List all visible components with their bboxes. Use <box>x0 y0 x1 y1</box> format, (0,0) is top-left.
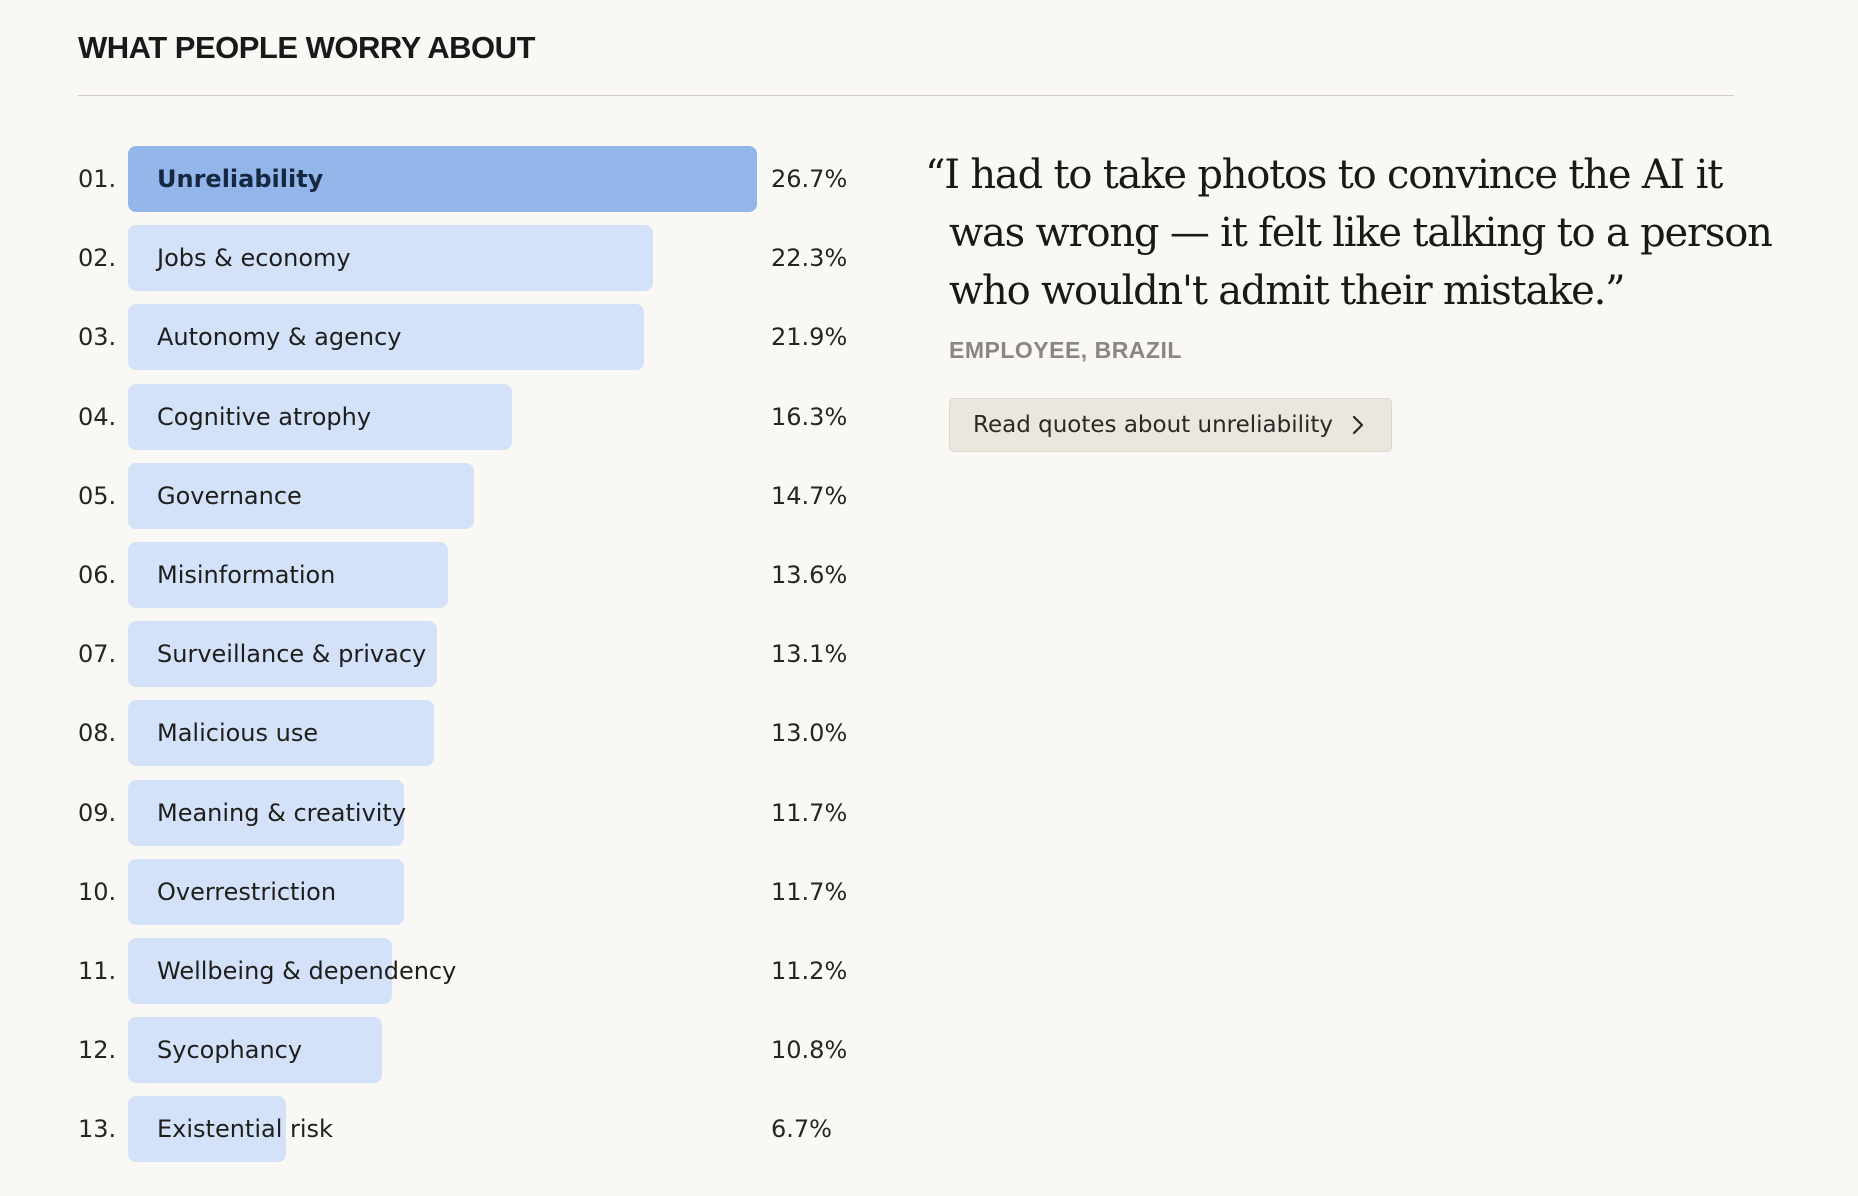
bar[interactable] <box>128 304 644 371</box>
rank-label: 13. <box>78 1115 117 1144</box>
value-label: 13.0% <box>771 719 848 748</box>
category-label: Wellbeing & dependency <box>157 957 457 985</box>
bar[interactable] <box>128 542 449 608</box>
bar[interactable] <box>128 858 404 925</box>
chart-row[interactable]: 06. Misinformation 13.6% <box>78 542 878 608</box>
value-label: 21.9% <box>771 323 848 352</box>
chart-row[interactable]: 01. Unreliability 26.7% <box>78 146 878 212</box>
category-label: Jobs & economy <box>157 244 351 273</box>
bar[interactable] <box>128 700 435 767</box>
rank-label: 01. <box>78 165 117 193</box>
rank-label: 12. <box>78 1036 117 1065</box>
category-label: Surveillance & privacy <box>157 640 427 669</box>
value-label: 13.6% <box>771 561 848 589</box>
featured-quote: “I had to take photos to convince the AI… <box>925 146 1773 320</box>
bar[interactable] <box>128 146 757 212</box>
value-label: 26.7% <box>771 165 848 193</box>
rank-label: 03. <box>78 323 117 352</box>
category-label: Autonomy & agency <box>157 323 402 352</box>
rank-label: 11. <box>78 957 117 985</box>
category-label: Unreliability <box>157 165 324 193</box>
section-title: WHAT PEOPLE WORRY ABOUT <box>78 30 535 65</box>
bar[interactable] <box>128 621 437 688</box>
chart-row[interactable]: 08. Malicious use 13.0% <box>78 700 878 767</box>
rank-label: 10. <box>78 877 117 906</box>
value-label: 16.3% <box>771 402 848 431</box>
quote-line: who wouldn't admit their mistake.” <box>949 268 1626 314</box>
worry-bar-chart: 01. Unreliability 26.7% 02. Jobs & economy 22… <box>78 146 878 1166</box>
value-label: 13.1% <box>771 640 848 669</box>
value-label: 11.2% <box>771 957 848 985</box>
bar[interactable] <box>128 225 654 292</box>
rank-label: 05. <box>78 481 117 510</box>
category-label: Cognitive atrophy <box>157 402 372 431</box>
value-label: 11.7% <box>771 877 848 906</box>
quote-line: was wrong — it felt like talking to a pe… <box>949 210 1773 256</box>
bar[interactable] <box>128 1096 286 1163</box>
chevron-right-icon <box>1352 415 1364 435</box>
chart-row[interactable]: 11. Wellbeing & dependency 11.2% <box>78 938 878 1004</box>
category-label: Overrestriction <box>157 877 337 906</box>
rank-label: 08. <box>78 719 117 748</box>
chart-row[interactable]: 09. Meaning & creativity 11.7% <box>78 779 878 846</box>
category-label: Governance <box>157 481 302 510</box>
category-label: Meaning & creativity <box>157 798 407 827</box>
value-label: 10.8% <box>771 1036 848 1065</box>
bar[interactable] <box>128 462 475 529</box>
chart-row[interactable]: 05. Governance 14.7% <box>78 462 878 529</box>
value-label: 6.7% <box>771 1115 832 1144</box>
bar[interactable] <box>128 383 512 450</box>
rank-label: 06. <box>78 561 117 589</box>
read-quotes-button[interactable]: Read quotes about unreliability <box>949 398 1393 452</box>
read-quotes-button-label: Read quotes about unreliability <box>973 412 1334 438</box>
chart-row[interactable]: 07. Surveillance & privacy 13.1% <box>78 621 878 688</box>
rank-label: 02. <box>78 244 117 273</box>
category-label: Malicious use <box>157 719 319 748</box>
rank-label: 04. <box>78 402 117 431</box>
value-label: 11.7% <box>771 798 848 827</box>
bar[interactable] <box>128 779 404 846</box>
chart-row[interactable]: 03. Autonomy & agency 21.9% <box>78 304 878 371</box>
value-label: 22.3% <box>771 244 848 273</box>
category-label: Existential risk <box>157 1115 333 1144</box>
rank-label: 07. <box>78 640 117 669</box>
category-label: Sycophancy <box>157 1036 303 1065</box>
category-label: Misinformation <box>157 561 336 589</box>
bar[interactable] <box>128 1017 383 1084</box>
title-divider <box>78 95 1734 96</box>
value-label: 14.7% <box>771 481 848 510</box>
quote-line: “I had to take photos to convince the AI… <box>925 152 1723 198</box>
chart-row[interactable]: 02. Jobs & economy 22.3% <box>78 225 878 292</box>
chart-row[interactable]: 10. Overrestriction 11.7% <box>78 858 878 925</box>
chart-row[interactable]: 13. Existential risk 6.7% <box>78 1096 878 1163</box>
bar[interactable] <box>128 938 392 1004</box>
chart-row[interactable]: 12. Sycophancy 10.8% <box>78 1017 878 1084</box>
quote-attribution: EMPLOYEE, BRAZIL <box>949 337 1182 363</box>
chart-row[interactable]: 04. Cognitive atrophy 16.3% <box>78 383 878 450</box>
rank-label: 09. <box>78 798 117 827</box>
